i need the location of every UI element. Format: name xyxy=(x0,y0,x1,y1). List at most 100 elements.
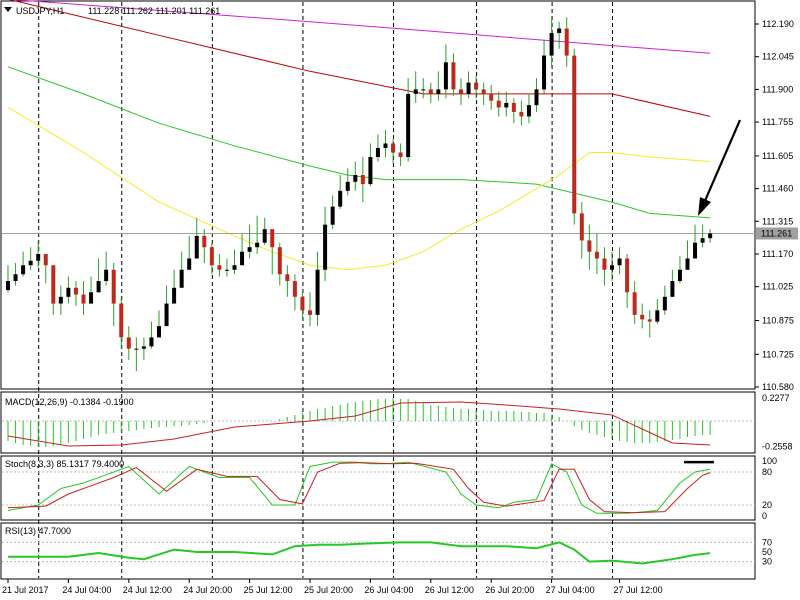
candle-body xyxy=(602,258,607,270)
candle-body xyxy=(353,175,358,182)
candle-body xyxy=(398,152,403,158)
candle-body xyxy=(526,105,531,117)
candle-body xyxy=(496,100,501,108)
candle-body xyxy=(519,111,524,117)
current-price-label: 111.261 xyxy=(761,228,792,238)
candle-body xyxy=(421,89,426,91)
candle-body xyxy=(194,235,199,259)
candle-body xyxy=(579,213,584,241)
candle-body xyxy=(21,265,26,275)
candle-body xyxy=(466,82,471,94)
candle-body xyxy=(73,287,78,295)
rsi-tick-label: 70 xyxy=(762,537,772,547)
candle-body xyxy=(308,310,312,315)
candle-body xyxy=(141,346,146,349)
candle-body xyxy=(81,294,86,304)
candle-body xyxy=(51,265,56,304)
time-tick-label: 26 Jul 20:00 xyxy=(485,585,534,595)
candle-body xyxy=(670,281,675,297)
candle-body xyxy=(587,240,592,252)
macd-tick-label: -0.2558 xyxy=(762,442,793,452)
price-tick-label: 112.045 xyxy=(762,52,794,62)
price-tick-label: 111.315 xyxy=(762,216,793,226)
candle-body xyxy=(217,265,222,270)
candle-body xyxy=(315,269,320,315)
candle-body xyxy=(58,296,63,304)
candle-body xyxy=(474,82,479,90)
candle-body xyxy=(292,281,297,297)
candle-body xyxy=(255,242,260,248)
candle-body xyxy=(375,148,380,158)
time-tick-label: 26 Jul 04:00 xyxy=(364,585,413,595)
time-tick-label: 24 Jul 12:00 xyxy=(123,585,172,595)
time-tick-label: 24 Jul 20:00 xyxy=(183,585,232,595)
candle-body xyxy=(632,292,637,315)
candle-body xyxy=(224,269,229,271)
moving-average-line xyxy=(7,106,711,271)
candle-body xyxy=(262,229,267,243)
current-price-badge xyxy=(756,227,798,240)
chart-header-triangle-icon xyxy=(4,7,12,12)
macd-signal-line xyxy=(7,401,711,447)
candle-body xyxy=(13,274,18,282)
candle-body xyxy=(66,287,71,297)
candle-body xyxy=(345,181,350,191)
candle-body xyxy=(330,206,335,225)
candle-body xyxy=(270,229,275,248)
annotation-arrowhead xyxy=(698,197,711,216)
candle-body xyxy=(436,89,441,94)
candle-body xyxy=(443,62,448,90)
time-axis: 21 Jul 2017 24 Jul 04:00 24 Jul 12:00 24 Ju… xyxy=(2,579,663,595)
price-tick-label: 111.025 xyxy=(762,282,793,292)
candle-body xyxy=(708,233,713,239)
candle-body xyxy=(481,89,486,94)
moving-average-line xyxy=(12,0,711,54)
candle-body xyxy=(368,157,373,185)
candlesticks xyxy=(6,17,713,372)
macd-tick-label: 0.2277 xyxy=(762,393,790,403)
rsi-tick-label: 50 xyxy=(762,547,772,557)
candle-body xyxy=(202,235,207,248)
candle-body xyxy=(685,258,690,270)
candle-body xyxy=(119,303,124,338)
rsi-line xyxy=(8,541,711,565)
candle-body xyxy=(6,281,10,291)
candle-body xyxy=(693,242,698,259)
candle-body xyxy=(232,265,237,270)
candle-body xyxy=(617,258,622,266)
candle-body xyxy=(111,269,116,304)
candle-body xyxy=(677,269,682,282)
candle-body xyxy=(647,319,652,322)
candle-body xyxy=(655,310,660,322)
candle-body xyxy=(511,102,516,112)
candle-body xyxy=(164,303,169,327)
time-tick-label: 27 Jul 12:00 xyxy=(614,585,663,595)
macd-plot: 0.2277 -0.2558 xyxy=(2,393,793,452)
time-tick-label: 27 Jul 04:00 xyxy=(546,585,595,595)
candle-body xyxy=(247,247,252,252)
candle-body xyxy=(406,93,411,158)
rsi-title: RSI(13) 47.7000 xyxy=(5,526,71,536)
candle-body xyxy=(383,143,388,149)
candle-body xyxy=(557,28,562,34)
stoch-title: Stoch(8,3,3) 85.1317 79.4000 xyxy=(5,459,124,469)
candle-body xyxy=(700,238,705,243)
candle-body xyxy=(610,265,614,270)
candle-body xyxy=(459,89,463,94)
price-tick-label: 111.755 xyxy=(762,117,793,127)
chart-symbol-label: USDJPY,H1 xyxy=(16,6,64,16)
candle-body xyxy=(572,55,577,214)
time-tick-label: 24 Jul 04:00 xyxy=(62,585,111,595)
candle-body xyxy=(43,253,48,266)
candle-body xyxy=(489,93,494,101)
candle-body xyxy=(662,296,667,311)
price-tick-label: 111.900 xyxy=(762,84,793,94)
annotation-arrow xyxy=(699,119,742,211)
candle-body xyxy=(323,224,328,270)
time-tick-label: 25 Jul 12:00 xyxy=(244,585,293,595)
candle-body xyxy=(179,269,184,288)
candle-body xyxy=(549,33,554,56)
candle-body xyxy=(96,281,101,293)
candle-body xyxy=(391,143,396,153)
time-tick-label: 21 Jul 2017 xyxy=(2,585,49,595)
